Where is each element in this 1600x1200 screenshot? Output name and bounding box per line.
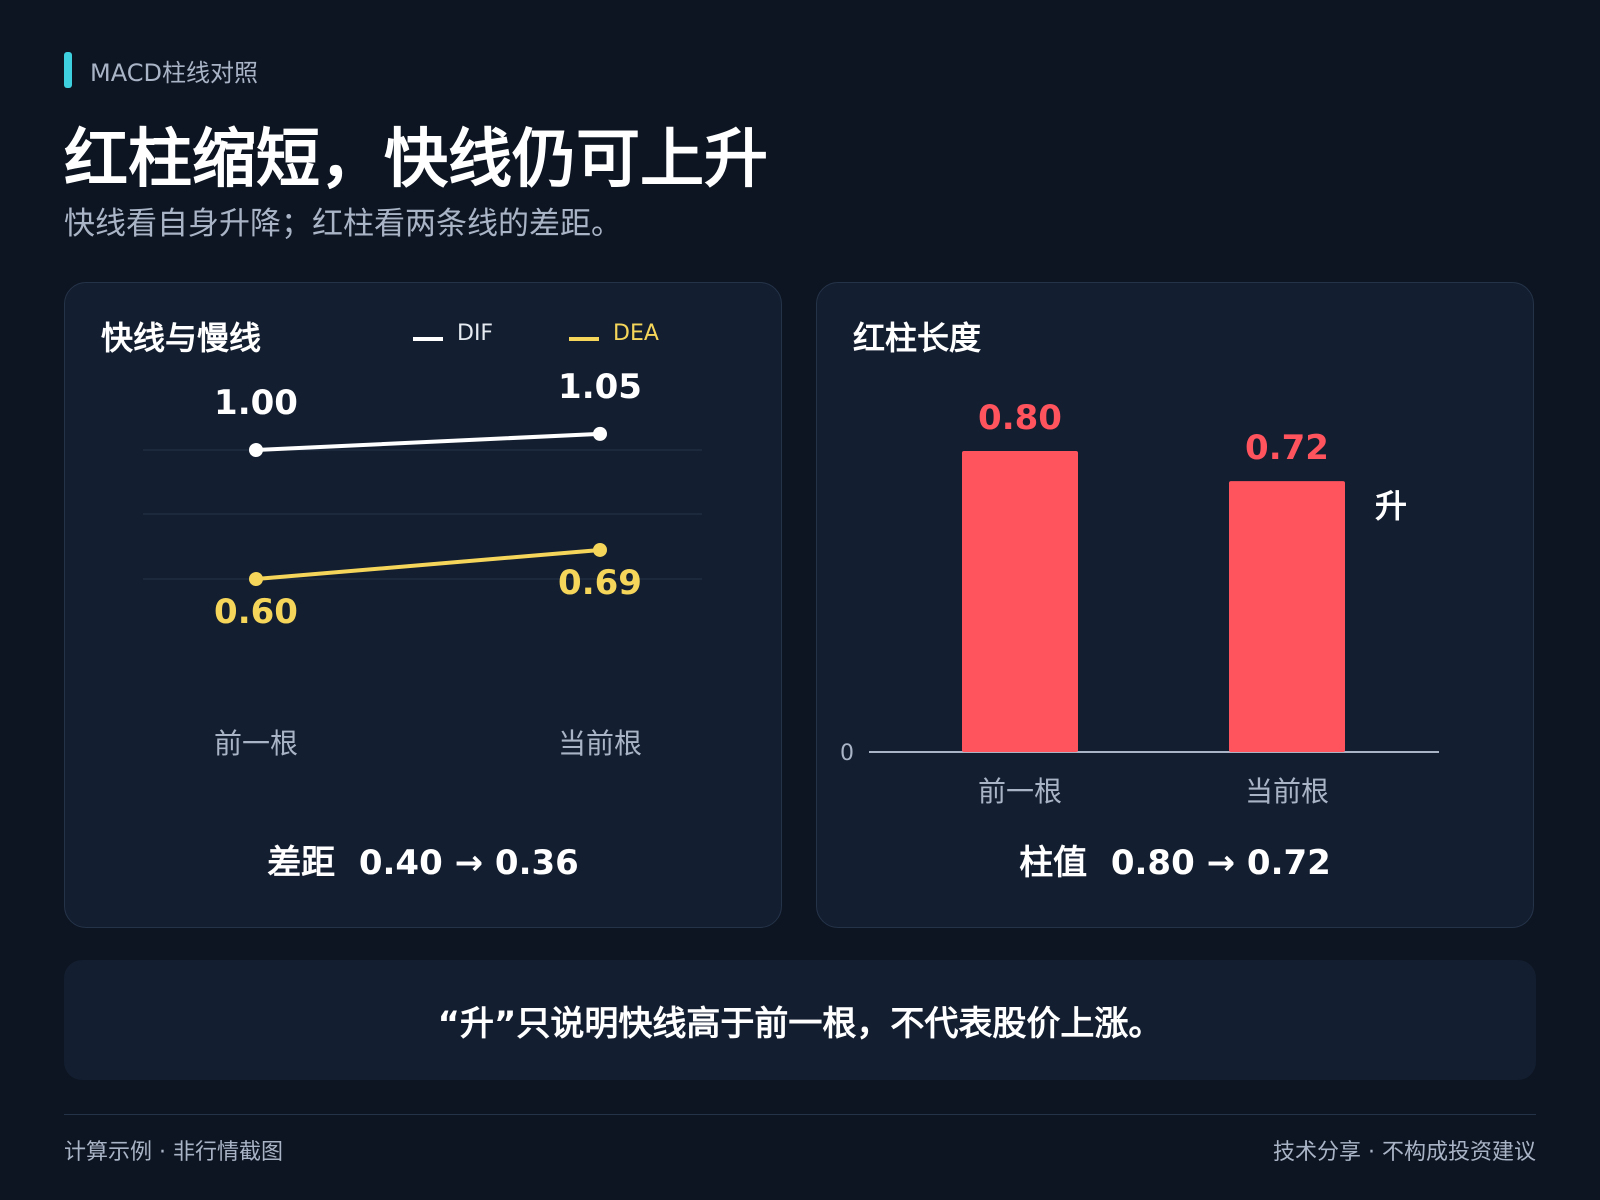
series-line-dea <box>254 547 602 581</box>
rise-side-label: 升 <box>1375 487 1407 525</box>
line-chart-title: 快线与慢线 <box>101 319 262 357</box>
x-tick-label-1: 当前根 <box>1245 775 1329 808</box>
tag-accent-bar <box>64 52 72 88</box>
legend-dif-label: DIF <box>457 321 494 346</box>
section-tag: MACD柱线对照 <box>64 52 258 88</box>
data-label-dif-1: 1.05 <box>558 367 642 407</box>
legend-dif-swatch <box>413 336 443 341</box>
data-label-dea-1: 0.69 <box>558 563 642 603</box>
footer-divider <box>64 1114 1536 1115</box>
x-tick-label-0: 前一根 <box>214 727 298 760</box>
bar-0 <box>962 451 1078 752</box>
data-point-dea-0 <box>249 572 263 586</box>
data-label-dea-0: 0.60 <box>214 592 298 632</box>
line-chart: 1.00 1.05 0.60 0.69 前一根 当前根 <box>143 367 702 760</box>
data-point-dif-1 <box>593 426 607 441</box>
note-box: “升”只说明快线高于前一根，不代表股价上涨。 <box>64 960 1536 1080</box>
x-tick-label-1: 当前根 <box>558 727 642 760</box>
bar-chart: 0 0.80 前一根 0.72 当前根 升 <box>840 398 1439 808</box>
bar-1 <box>1229 481 1345 752</box>
legend-dif: DIF <box>413 321 493 346</box>
note-text: “升”只说明快线高于前一根，不代表股价上涨。 <box>437 1003 1163 1044</box>
data-label-dif-0: 1.00 <box>214 383 298 423</box>
bar-value-label-1: 0.72 <box>1245 428 1329 468</box>
footer-left: 计算示例 · 非行情截图 <box>64 1140 283 1165</box>
bar-value-label-0: 0.80 <box>978 398 1062 438</box>
bar-chart-title: 红柱长度 <box>853 319 982 357</box>
legend-dea-label: DEA <box>613 321 659 346</box>
page-subtitle: 快线看自身升降；红柱看两条线的差距。 <box>64 206 622 242</box>
data-point-dea-1 <box>593 542 607 557</box>
bar-chart-panel: 红柱长度 0 0.80 前一根 0.72 当前根 升 柱值 0.80 → 0.72 <box>816 282 1534 928</box>
bar-value-summary: 柱值 0.80 → 0.72 <box>1019 843 1331 883</box>
footer-right: 技术分享 · 不构成投资建议 <box>1273 1140 1536 1165</box>
x-tick-label-0: 前一根 <box>978 775 1062 808</box>
gap-summary: 差距 0.40 → 0.36 <box>267 843 579 883</box>
legend-dea: DEA <box>569 321 659 346</box>
tag-text: MACD柱线对照 <box>90 58 258 87</box>
page-title: 红柱缩短，快线仍可上升 <box>64 123 768 197</box>
line-chart-panel: 快线与慢线 DIF DEA 1.00 1.05 0.60 0.69 前一根 当前根 差距 … <box>64 282 782 928</box>
y-zero-label: 0 <box>840 741 854 766</box>
data-point-dif-0 <box>249 443 263 457</box>
series-line-dif <box>254 431 602 452</box>
legend-dea-swatch <box>569 336 599 341</box>
